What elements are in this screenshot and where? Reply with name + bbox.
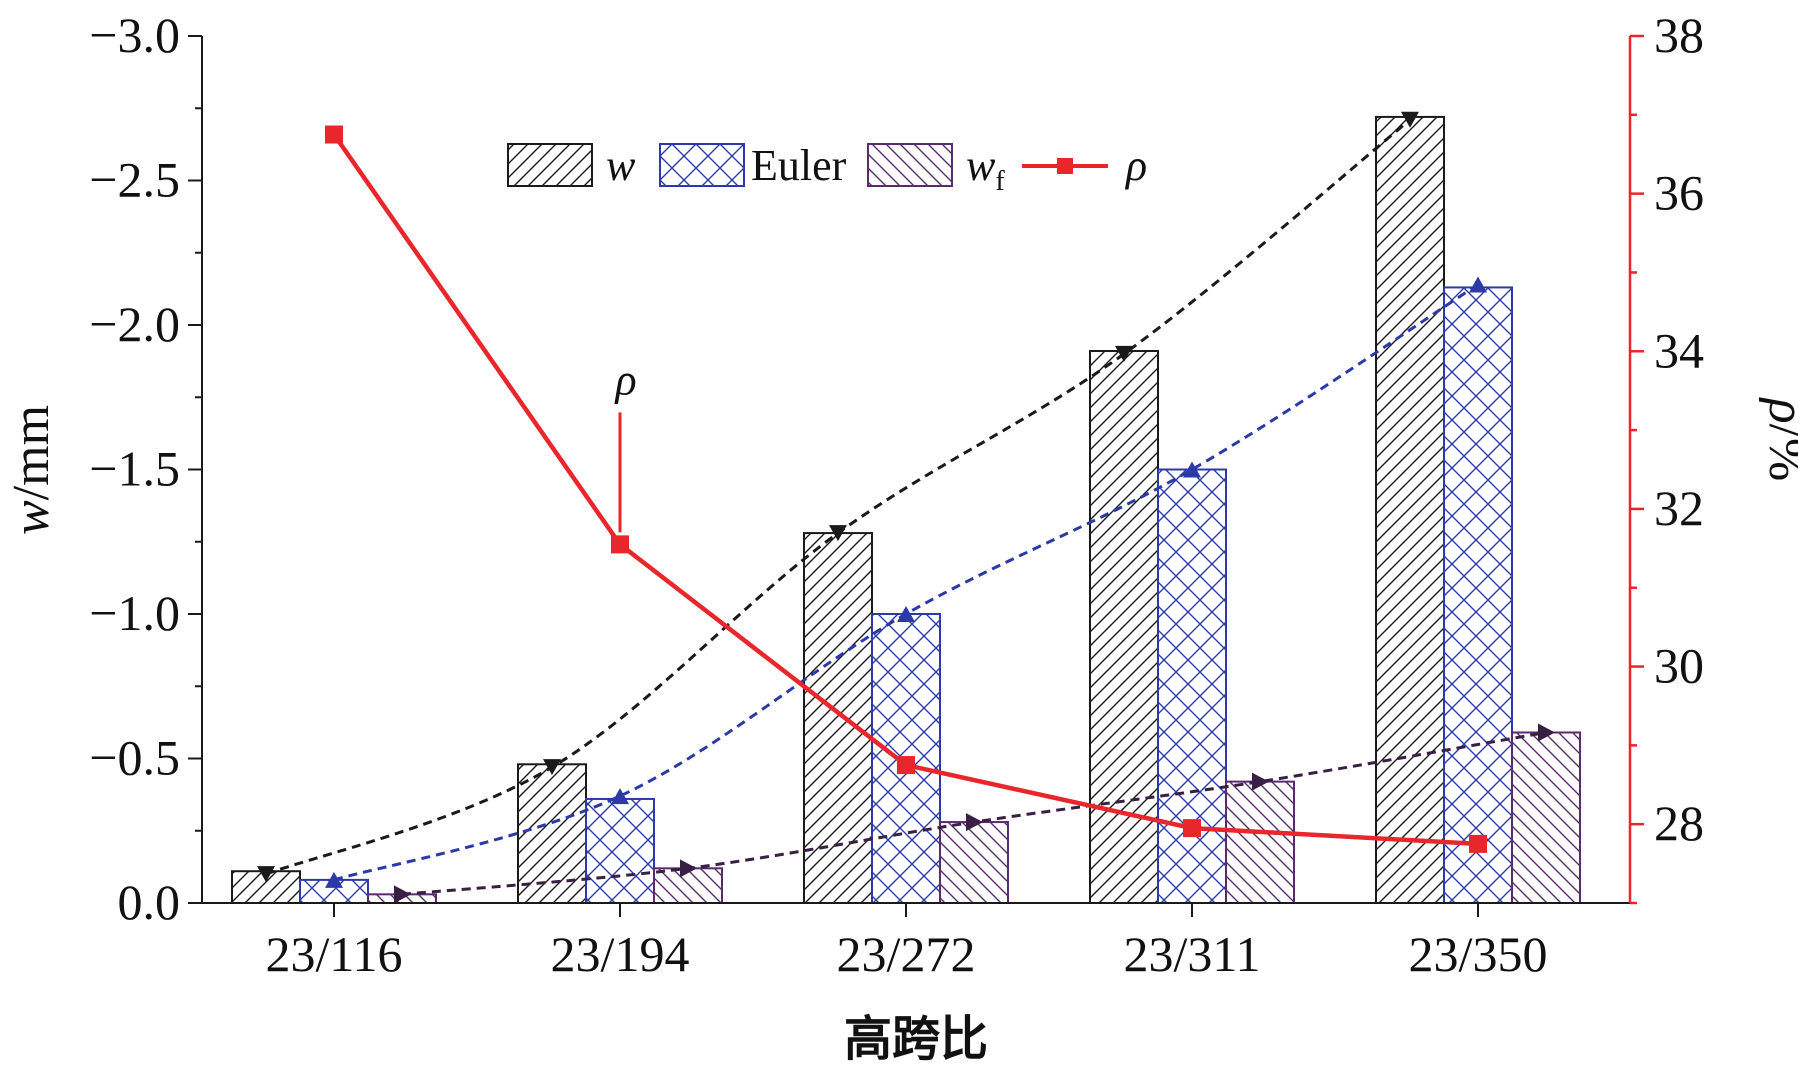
trend-marker-wf-1	[394, 885, 411, 904]
rho-line-layer	[325, 125, 1487, 853]
right-tick-label: 30	[1654, 638, 1704, 694]
bar-euler-5	[1443, 286, 1513, 904]
left-tick-label: −0.5	[89, 730, 180, 786]
rho-marker-2	[611, 535, 629, 554]
y-axis-left-title-unit: /mm	[3, 405, 60, 500]
trend-marker-w-4	[1115, 345, 1133, 362]
trend-marker-euler-4	[1183, 461, 1201, 478]
y-axis-right-title-symbol: ρ	[1758, 397, 1798, 424]
x-axis-ticks: 23/116 23/194 23/272 23/311 23/350	[265, 903, 1547, 982]
legend-label-wf: wf	[966, 141, 1005, 197]
right-tick-label: 36	[1654, 165, 1704, 221]
trend-line-layer	[257, 111, 1555, 904]
trend-marker-euler-3	[897, 606, 915, 622]
rho-annotation: ρ	[613, 355, 637, 533]
legend-label-euler: Euler	[751, 141, 847, 190]
rho-marker-1	[325, 125, 343, 144]
right-tick-label: 38	[1654, 7, 1704, 63]
x-tick-label: 23/194	[551, 926, 690, 982]
right-tick-label: 32	[1654, 480, 1704, 536]
bar-wf-3	[939, 821, 1009, 905]
x-tick-label: 23/272	[837, 926, 976, 982]
trend-marker-euler-2	[611, 788, 629, 805]
legend-label-wf-subscript: f	[995, 166, 1005, 197]
rho-marker-4	[1183, 819, 1201, 838]
legend-swatch-w	[507, 143, 593, 187]
left-tick-label: −2.5	[89, 152, 180, 208]
bar-euler-4	[1157, 468, 1227, 904]
bar-euler-2	[585, 797, 655, 905]
trend-marker-wf-5	[1538, 723, 1555, 742]
legend-label-w: w	[606, 141, 636, 190]
trend-marker-w-3	[829, 525, 847, 542]
trend-marker-w-1	[257, 866, 275, 883]
bar-w-5	[1375, 115, 1445, 905]
trend-marker-wf-4	[1252, 772, 1269, 791]
rho-annotation-label: ρ	[613, 355, 636, 404]
y-axis-left-title-symbol: w	[3, 500, 60, 535]
y-axis-left-title: w/mm	[3, 405, 60, 535]
left-tick-label: −3.0	[89, 7, 180, 63]
right-tick-label: 28	[1654, 795, 1704, 851]
right-tick-label: 34	[1654, 322, 1704, 378]
trend-marker-wf-2	[680, 859, 697, 878]
y-axis-right-title-unit: /%	[1758, 424, 1798, 482]
legend-swatch-rho-marker	[1057, 158, 1073, 174]
bar-layer	[231, 115, 1581, 905]
legend-swatch-wf	[867, 143, 953, 187]
legend: w Euler wf ρ	[507, 141, 1147, 197]
x-tick-label: 23/311	[1123, 926, 1260, 982]
trend-marker-euler-5	[1469, 276, 1487, 293]
x-tick-label: 23/350	[1409, 926, 1548, 982]
rho-marker-5	[1469, 834, 1487, 853]
y-axis-right-title: ρ/%	[1758, 397, 1798, 482]
legend-label-wf-main: w	[966, 141, 996, 190]
right-axis-ticks: 28 30 32 34 36 38	[1630, 7, 1704, 905]
trend-marker-wf-3	[966, 813, 983, 832]
bar-w-3	[803, 532, 873, 905]
bar-wf-5	[1511, 731, 1581, 904]
left-tick-label: −2.0	[89, 296, 180, 352]
rho-marker-3	[897, 756, 915, 775]
x-axis-title: 高跨比	[844, 1011, 988, 1067]
bar-wf-4	[1225, 780, 1295, 904]
left-tick-label: −1.0	[89, 585, 180, 641]
left-tick-label: −1.5	[89, 441, 180, 497]
x-tick-label: 23/116	[265, 926, 402, 982]
left-tick-label: 0.0	[118, 874, 181, 930]
left-axis-ticks: 0.0 −0.5 −1.0 −1.5 −2.0 −2.5 −3.0	[89, 7, 202, 930]
trend-marker-w-2	[543, 759, 561, 776]
trend-marker-euler-1	[325, 871, 343, 888]
legend-label-rho: ρ	[1124, 141, 1147, 190]
bar-wf-2	[653, 867, 723, 905]
legend-swatch-euler	[659, 143, 745, 187]
trend-marker-w-5	[1401, 111, 1419, 128]
